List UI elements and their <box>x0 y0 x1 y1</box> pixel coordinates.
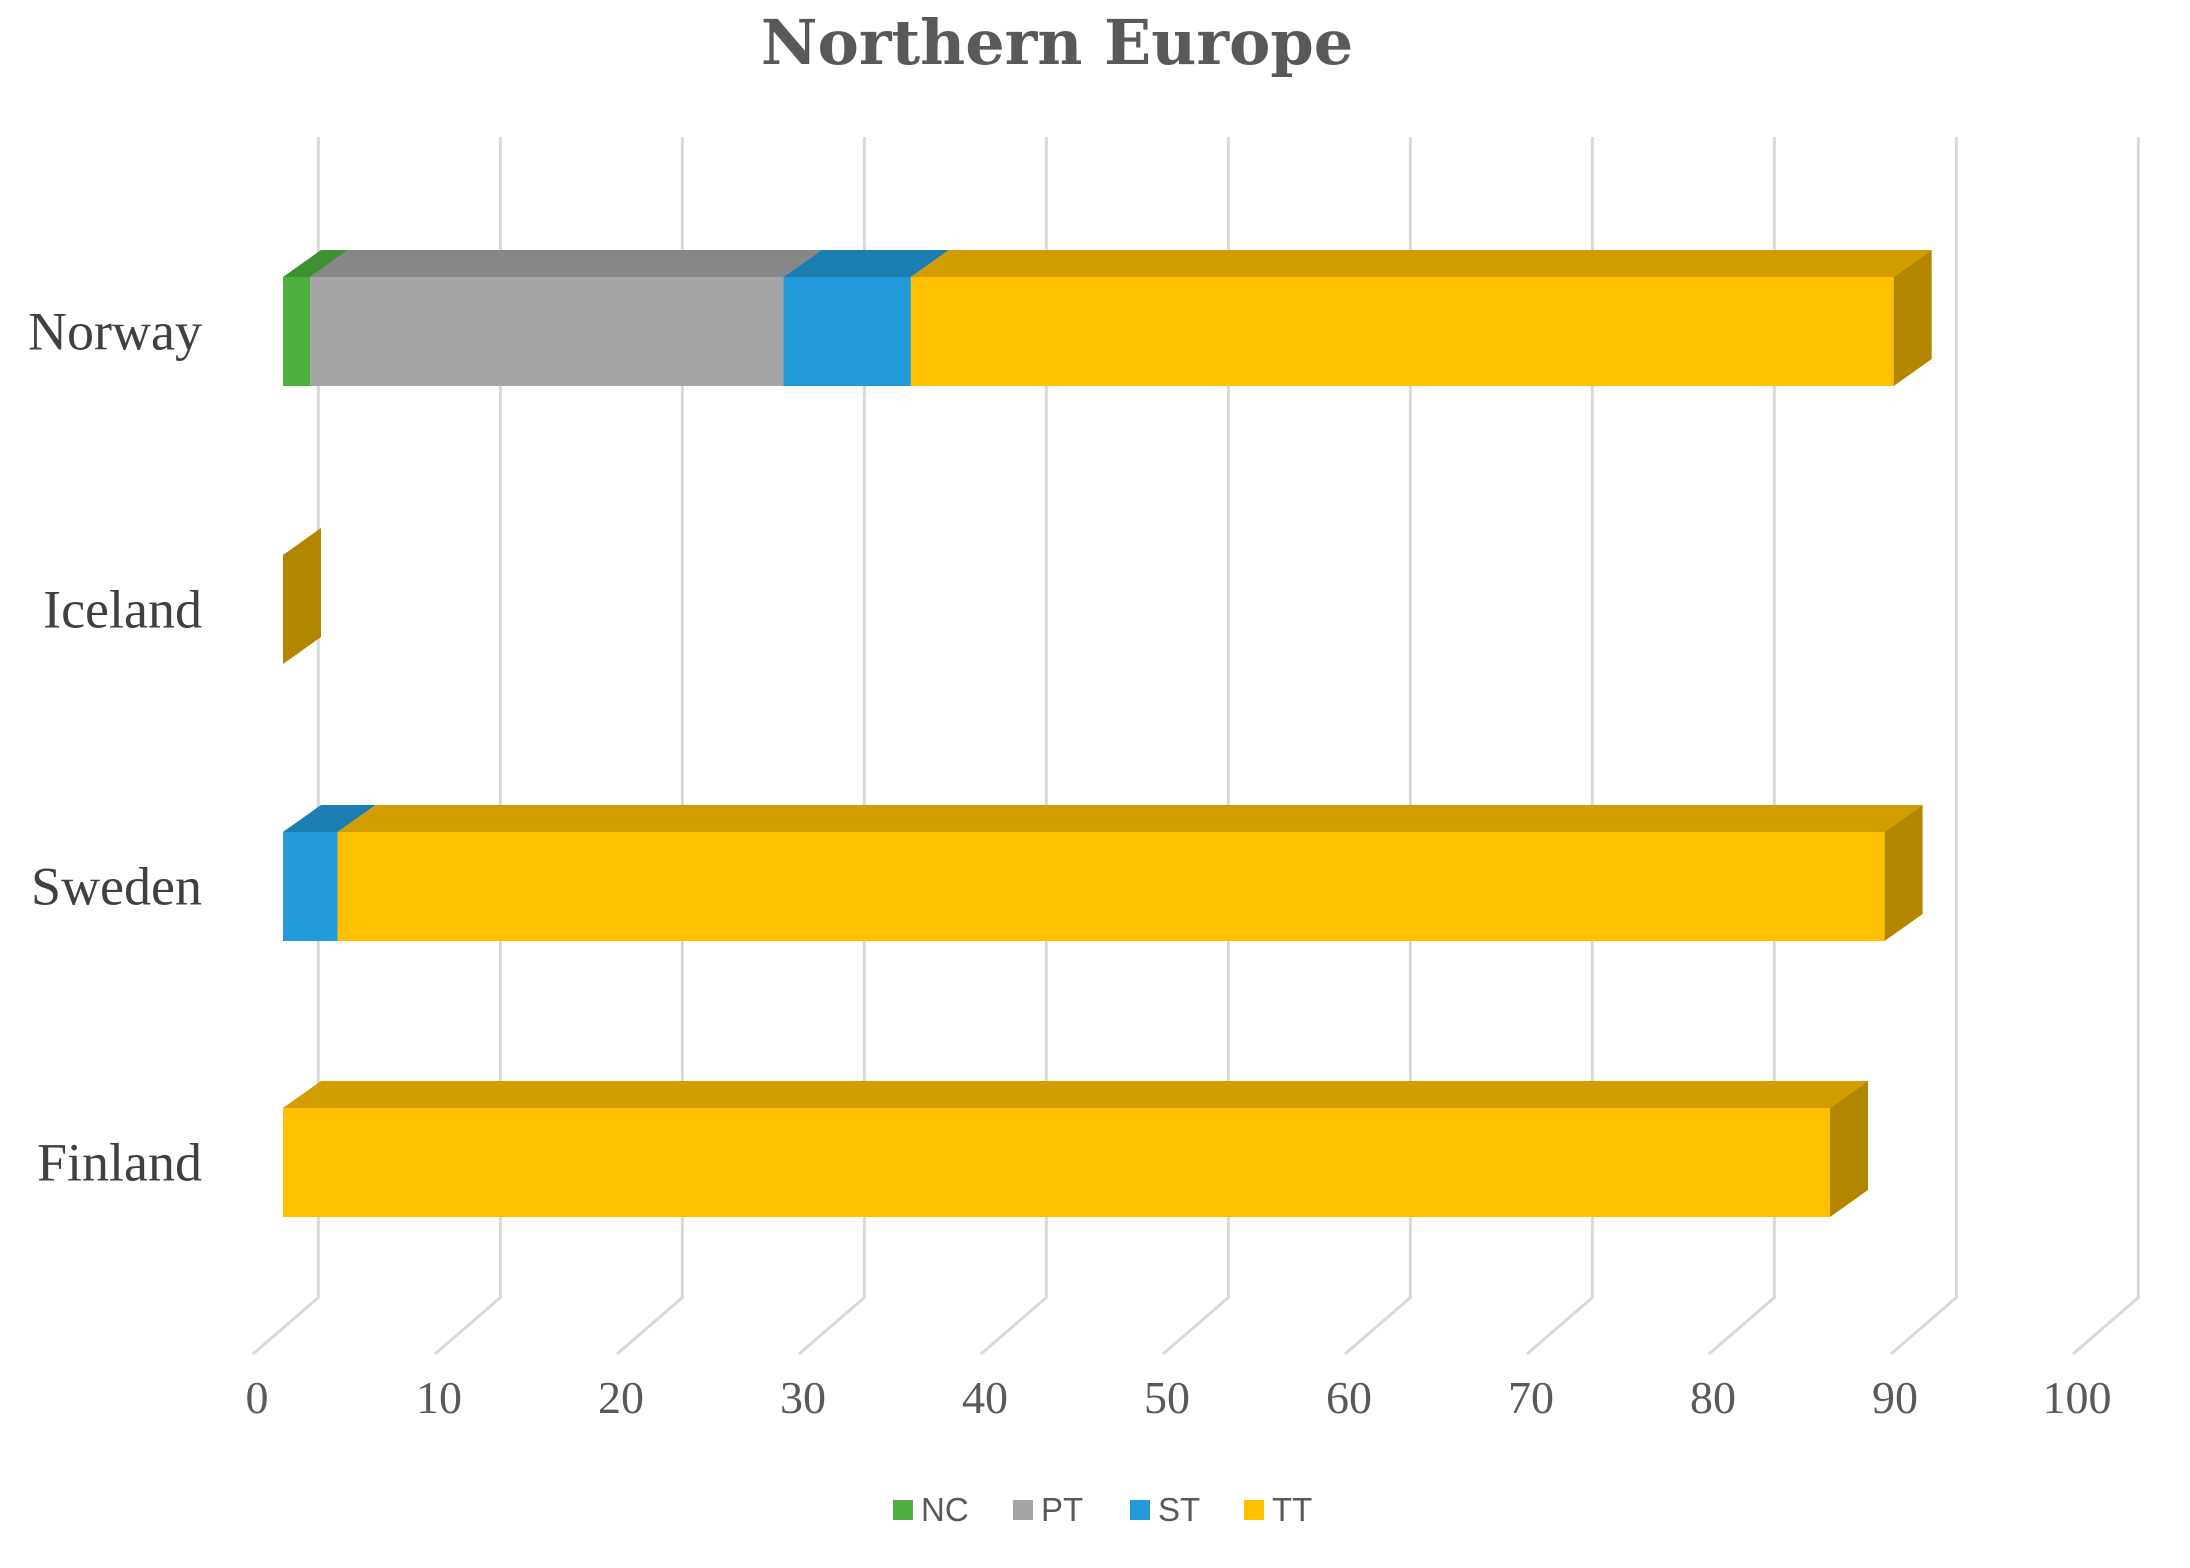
bar-side-face <box>1884 805 1923 941</box>
x-tick-label: 20 <box>598 1372 644 1423</box>
gridline-60 <box>1344 137 1412 1356</box>
legend-swatch <box>1244 1500 1264 1520</box>
x-tick-label: 90 <box>1872 1372 1918 1423</box>
x-tick-label: 60 <box>1326 1372 1372 1423</box>
category-labels: Finland Sweden Iceland Norway <box>28 302 202 1193</box>
bar-segment-pt <box>310 250 822 386</box>
bar-segment-tt <box>910 250 1932 386</box>
bar-front-face <box>310 277 784 386</box>
gridline-10 <box>434 137 502 1356</box>
legend-item-pt: PT <box>1013 1491 1083 1528</box>
gridlines <box>252 137 2140 1356</box>
x-tick-label: 0 <box>246 1372 269 1423</box>
legend-swatch <box>893 1500 913 1520</box>
gridline-0 <box>252 137 320 1356</box>
bars <box>283 250 1932 1217</box>
bar-front-face <box>337 832 1885 941</box>
x-tick-label: 10 <box>416 1372 462 1423</box>
x-tick-label: 30 <box>780 1372 826 1423</box>
legend-swatch <box>1013 1500 1033 1520</box>
bar-front-face <box>283 277 311 386</box>
bar-top-face <box>783 250 949 277</box>
bar-side-face <box>1893 250 1932 386</box>
bar-top-face <box>283 250 349 277</box>
category-label: Finland <box>37 1133 202 1193</box>
gridline-40 <box>980 137 1048 1356</box>
bar-segment-st <box>783 250 949 386</box>
legend-label: ST <box>1158 1491 1200 1528</box>
legend-label: NC <box>921 1491 969 1528</box>
category-label: Norway <box>28 302 202 362</box>
category-label: Iceland <box>43 580 202 640</box>
bar-top-face <box>283 805 376 832</box>
bar-segment-tt <box>337 805 1923 941</box>
bar-front-face <box>783 277 911 386</box>
legend-label: TT <box>1272 1491 1312 1528</box>
bar-top-face <box>337 805 1923 832</box>
legend-swatch <box>1130 1500 1150 1520</box>
legend-item-st: ST <box>1130 1491 1200 1528</box>
gridline-90 <box>1890 137 1958 1356</box>
bar-side-face <box>283 528 321 664</box>
gridline-100 <box>2072 137 2140 1356</box>
legend-item-nc: NC <box>893 1491 969 1528</box>
gridline-30 <box>798 137 866 1356</box>
legend-item-tt: TT <box>1244 1491 1312 1528</box>
legend-label: PT <box>1041 1491 1083 1528</box>
gridline-70 <box>1526 137 1594 1356</box>
chart-title: Northern Europe <box>761 6 1353 79</box>
bar-top-face <box>910 250 1932 277</box>
bar-front-face <box>910 277 1894 386</box>
gridline-80 <box>1708 137 1776 1356</box>
bar-front-face <box>283 1108 1830 1217</box>
bar-front-face <box>283 832 338 941</box>
x-tick-label: 40 <box>962 1372 1008 1423</box>
x-tick-label: 80 <box>1690 1372 1736 1423</box>
bar-top-face <box>310 250 822 277</box>
bar-top-face <box>283 1081 1868 1108</box>
category-label: Sweden <box>31 857 202 917</box>
bar-side-face <box>1830 1081 1868 1217</box>
gridline-20 <box>616 137 684 1356</box>
x-tick-label: 100 <box>2043 1372 2112 1423</box>
bar-segment-nc <box>283 250 349 386</box>
x-tick-label: 70 <box>1508 1372 1554 1423</box>
x-tick-label: 50 <box>1144 1372 1190 1423</box>
bar-segment-tt <box>283 1081 1868 1217</box>
bar-segment-st <box>283 805 376 941</box>
x-axis-ticks: 0 10 20 30 40 50 60 70 80 90 100 <box>246 1372 2112 1423</box>
gridline-50 <box>1162 137 1230 1356</box>
legend: NC PT ST TT <box>893 1491 1312 1528</box>
